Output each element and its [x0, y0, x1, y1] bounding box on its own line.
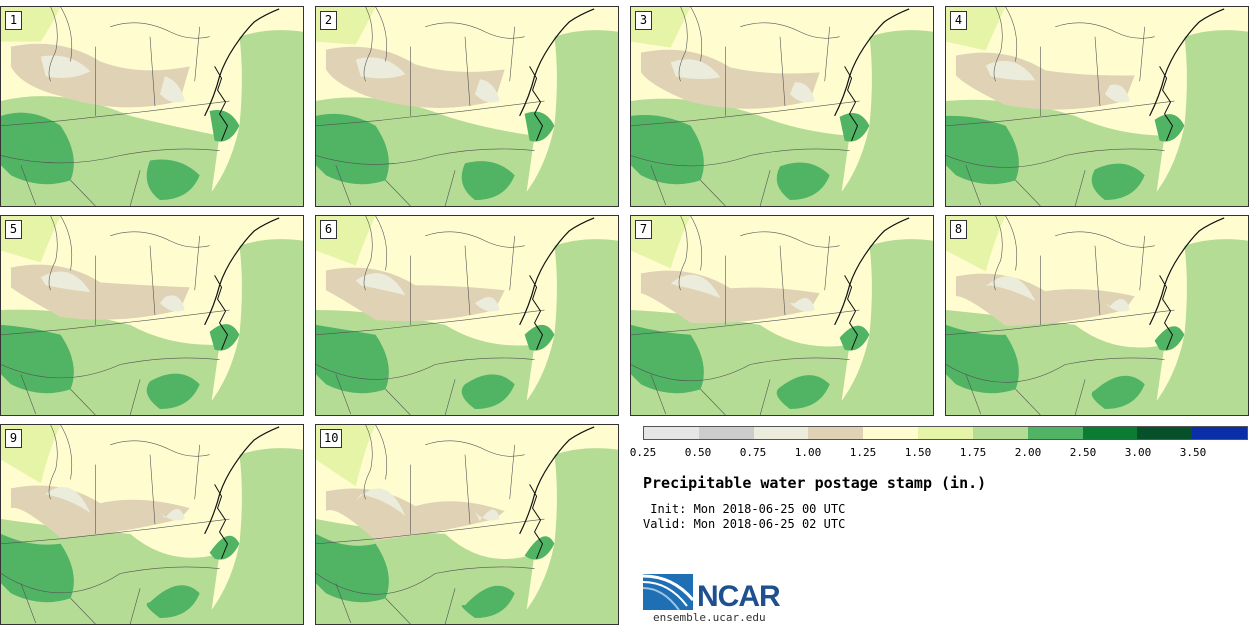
valid-time: Valid: Mon 2018-06-25 02 UTC [643, 517, 846, 531]
panel-label: 10 [320, 429, 343, 448]
colorbar-tick: 1.25 [849, 446, 877, 459]
colorbar-segment [918, 427, 973, 439]
colorbar-tick: 0.50 [684, 446, 712, 459]
panel-label: 1 [5, 11, 22, 30]
panel-label: 9 [5, 429, 22, 448]
colorbar [643, 426, 1248, 440]
logo-site: ensemble.ucar.edu [653, 611, 766, 624]
colorbar-tick: 3.50 [1179, 446, 1207, 459]
colorbar-tick: 3.00 [1124, 446, 1152, 459]
ncar-logo-icon [643, 574, 695, 611]
map-panel: 7 [630, 215, 934, 416]
colorbar-segment [808, 427, 864, 439]
colorbar-segment [972, 427, 1028, 439]
colorbar-segment [863, 427, 919, 439]
panel-label: 8 [950, 220, 967, 239]
panel-label: 3 [635, 11, 652, 30]
colorbar-tick: 1.50 [904, 446, 932, 459]
panel-label: 7 [635, 220, 652, 239]
logo-word: NCAR [697, 580, 781, 613]
colorbar-tick: 0.25 [629, 446, 657, 459]
plot-title: Precipitable water postage stamp (in.) [643, 474, 987, 492]
colorbar-segment [753, 427, 809, 439]
colorbar-segment [1082, 427, 1138, 439]
colorbar-tick: 2.50 [1069, 446, 1097, 459]
map-panel: 6 [315, 215, 619, 416]
panel-label: 4 [950, 11, 967, 30]
panel-label: 5 [5, 220, 22, 239]
colorbar-segment [644, 427, 699, 439]
map-panel: 3 [630, 6, 934, 207]
map-panel: 10 [315, 424, 619, 625]
colorbar-ticks: 0.25 0.50 0.75 1.00 1.25 1.50 1.75 2.00 2.50 3.00… [629, 446, 1260, 460]
map-panel: 5 [0, 215, 304, 416]
map-panel: 1 [0, 6, 304, 207]
colorbar-segment [1137, 427, 1193, 439]
map-panel: 9 [0, 424, 304, 625]
colorbar-segment [1027, 427, 1083, 439]
colorbar-tick: 1.00 [794, 446, 822, 459]
init-time: Init: Mon 2018-06-25 00 UTC [643, 502, 846, 516]
map-panel: 4 [945, 6, 1249, 207]
colorbar-tick: 0.75 [739, 446, 767, 459]
colorbar-segment [698, 427, 754, 439]
colorbar-segment [1192, 427, 1247, 439]
colorbar-tick: 2.00 [1014, 446, 1042, 459]
panel-label: 6 [320, 220, 337, 239]
panel-label: 2 [320, 11, 337, 30]
colorbar-tick: 1.75 [959, 446, 987, 459]
map-panel: 8 [945, 215, 1249, 416]
map-panel: 2 [315, 6, 619, 207]
